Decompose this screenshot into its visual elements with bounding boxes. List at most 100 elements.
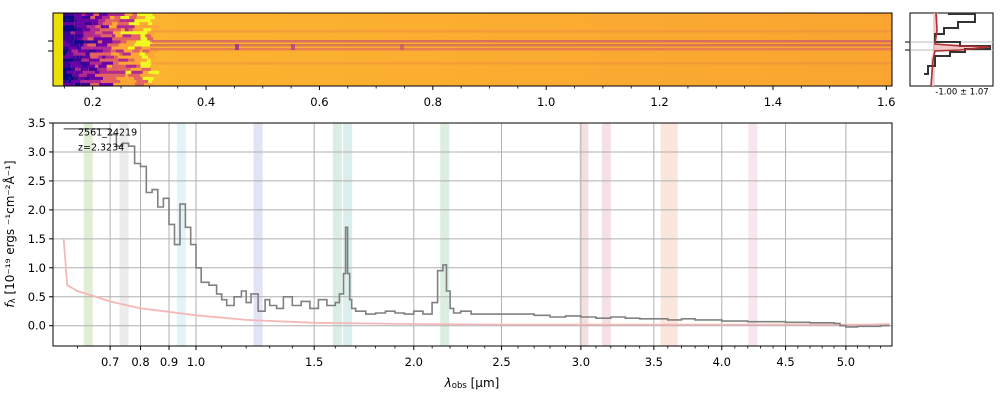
heat-cell (84, 22, 93, 26)
x-tick-label-3: 1.0 (187, 355, 205, 369)
heat-cell (69, 46, 77, 50)
heat-cell (133, 28, 137, 32)
emission-line-band-7 (579, 123, 589, 346)
heat-cell (106, 64, 112, 68)
emission-line-band-10 (668, 123, 678, 346)
heat-cell (90, 55, 99, 59)
x-tick-label-11: 5.0 (837, 355, 855, 369)
heat-cell (117, 22, 121, 26)
heat-cell (127, 83, 135, 87)
heat-cell (99, 76, 104, 81)
heat-cell (128, 43, 135, 47)
heat-cell (144, 83, 154, 87)
heat-cell (63, 34, 75, 38)
y-tick-label-6: 3.0 (28, 145, 46, 159)
heat-cell (95, 25, 101, 29)
heat-cell (101, 61, 113, 65)
heat-cell (108, 25, 117, 29)
heat-cell (91, 40, 98, 44)
heat-cell (94, 79, 101, 84)
heat-trace-3 (150, 30, 892, 33)
heat-cell (123, 49, 133, 53)
heat-cell (127, 76, 134, 81)
heat-cell (63, 79, 69, 84)
heat-cell (77, 49, 89, 53)
heat-cell (100, 52, 111, 56)
heat-cell (122, 34, 132, 38)
heat-cell (130, 55, 142, 59)
heat-cell (139, 52, 146, 56)
heat-cell (77, 19, 87, 23)
heat-trace-4 (150, 62, 892, 65)
heat-cell (140, 64, 151, 68)
heat-cell (114, 55, 118, 59)
x-tick-label-1: 0.8 (131, 355, 149, 369)
emission-line-band-2 (176, 123, 186, 346)
heat-cell (148, 13, 153, 17)
heat-cell (110, 55, 114, 59)
heat-cell (74, 31, 84, 35)
heat-cell (91, 46, 100, 50)
y-tick-label-1: 0.5 (28, 290, 46, 304)
heat-cell (139, 22, 148, 26)
heat-cell (63, 67, 72, 72)
heat-cell (124, 28, 129, 32)
top-x-tick-label-3: 0.8 (424, 95, 442, 109)
heat-cell (74, 83, 81, 87)
x-tick-label-6: 2.5 (492, 355, 510, 369)
heat-cell (132, 22, 140, 26)
heat-cell (105, 73, 116, 78)
heat-cell (80, 83, 91, 87)
heat-cell (74, 16, 82, 20)
heat-cell (109, 79, 121, 84)
heat-cell (117, 64, 126, 68)
heat-cell (67, 70, 75, 75)
heat-cell (78, 76, 85, 81)
heat-cell (139, 19, 151, 23)
heat-cell (100, 28, 107, 32)
x-tick-label-2: 0.9 (160, 355, 178, 369)
heat-trace-0 (150, 40, 892, 43)
heat-cell (63, 19, 68, 23)
x-tick-label-8: 3.5 (645, 355, 663, 369)
heat-cell (118, 37, 130, 41)
emission-line-band-9 (660, 123, 670, 346)
heat-cell (81, 16, 91, 20)
heat-cell (112, 40, 121, 44)
object-id-annotation: 2561_24219 (78, 128, 137, 139)
heat-cell (83, 70, 95, 75)
heat-cell (124, 19, 135, 23)
heat-cell (102, 40, 113, 44)
heat-cell (67, 19, 75, 23)
heat-cell (118, 58, 128, 62)
heat-cell (93, 13, 100, 17)
heat-cell (103, 76, 107, 81)
heat-cell (99, 58, 110, 62)
heat-cell (125, 73, 129, 78)
plot-frame (52, 122, 893, 347)
heat-cell (100, 34, 112, 38)
heat-cell (148, 79, 153, 84)
heat-cell (102, 67, 107, 72)
heat-cell (85, 13, 94, 17)
y-tick-label-2: 1.0 (28, 261, 46, 275)
spectrum-2d-panel: 0.2 0.4 0.6 0.8 1.0 1.2 1.4 1.6 (48, 12, 895, 109)
heat-cell (115, 73, 125, 78)
flux-spectrum-line (63, 128, 890, 328)
heat-cell (136, 40, 142, 44)
heat-cell (85, 79, 95, 84)
heat-cell (87, 73, 96, 78)
heat-cell (118, 61, 130, 65)
x-tick-label-0: 0.7 (101, 355, 119, 369)
heat-cell (98, 64, 107, 68)
heat-cell (63, 55, 73, 59)
heat-cell (86, 19, 99, 23)
spectrum-2d-x-ticks: 0.2 0.4 0.6 0.8 1.0 1.2 1.4 1.6 (63, 86, 895, 109)
heat-cell (63, 58, 73, 62)
heat-cell (117, 55, 124, 59)
heat-cell (68, 79, 72, 84)
heat-cell (88, 49, 96, 53)
top-x-tick-label-1: 0.4 (197, 95, 215, 109)
heat-cell (63, 76, 70, 81)
heat-cell (129, 37, 134, 41)
